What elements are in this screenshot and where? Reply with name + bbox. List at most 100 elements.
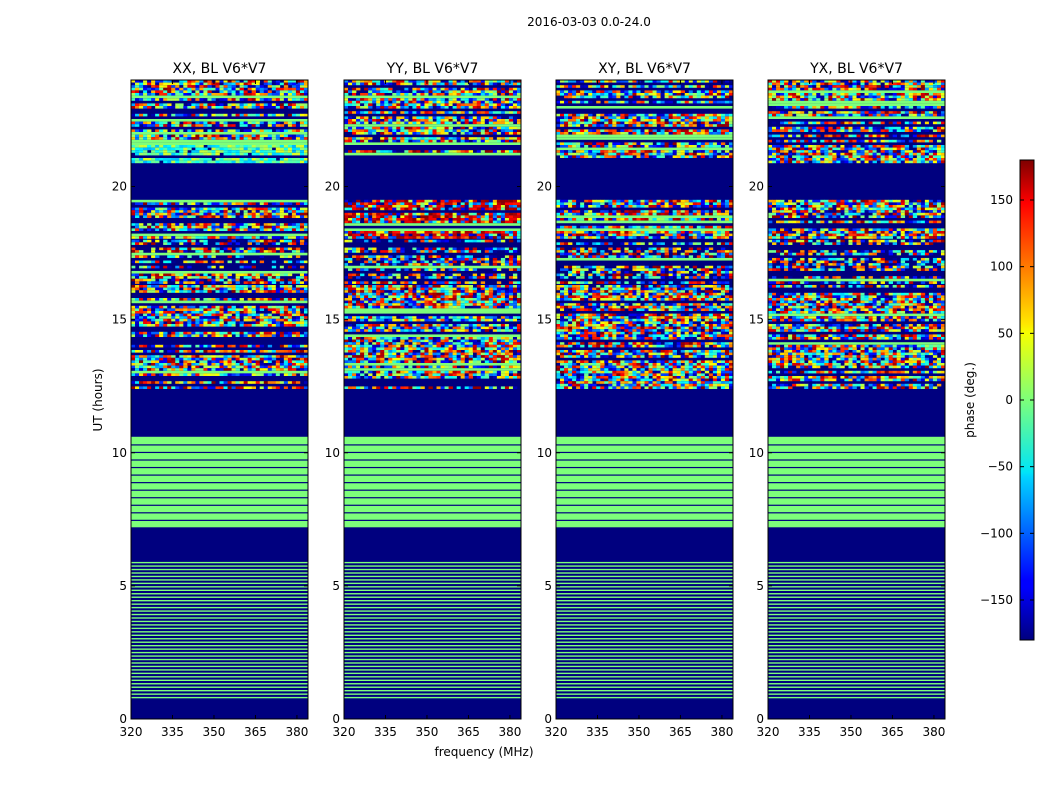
heatmap-cell [492,207,498,211]
heatmap-cell [460,373,465,377]
heatmap-cell [255,287,261,291]
heatmap-cell [452,260,457,264]
heatmap-cell [299,121,305,125]
heatmap-cell [199,250,204,253]
heatmap-cell [492,347,498,351]
heatmap-cell [275,290,281,293]
heatmap-cell [348,295,353,299]
heatmap-cell [368,298,373,301]
heatmap-cell [247,134,252,138]
heatmap-cell [484,326,490,330]
heatmap-cell [476,303,482,306]
heatmap-cell [203,134,208,138]
heatmap-cell [131,150,136,153]
heatmap-cell [440,292,445,296]
heatmap-cell [472,360,478,364]
heatmap-cell [352,347,357,351]
heatmap-cell [243,290,248,293]
heatmap-cell [263,80,269,83]
heatmap-cell [496,337,502,340]
heatmap-cell [400,357,405,361]
heatmap-cell [303,236,308,239]
heatmap-cell [420,285,425,288]
heatmap-cell [275,207,281,211]
heatmap-cell [492,255,498,258]
heatmap-cell [183,316,188,319]
heatmap-cell [191,276,196,279]
heatmap-cell [255,276,261,279]
heatmap-cell [348,276,353,279]
heatmap-cell [456,82,461,86]
heatmap-cell [275,386,281,390]
heatmap-cell [183,287,188,291]
heatmap-cell [283,260,289,264]
heatmap-cell [420,342,425,345]
heatmap-cell [199,129,204,132]
heatmap-cell [147,331,152,335]
heatmap-cell [440,215,445,219]
heatmap-cell [508,80,514,83]
heatmap-cell [295,316,301,319]
heatmap-cell [279,373,285,377]
heatmap-cell [440,199,445,203]
heatmap-cell [299,386,305,390]
heatmap-cell [259,124,265,127]
heatmap-cell [179,90,184,93]
heatmap-cell [255,93,261,96]
heatmap-cell [135,321,140,325]
heatmap-cell [243,324,248,327]
heatmap-cell [263,318,269,322]
heatmap-cell [131,129,136,132]
heatmap-cell [143,281,148,284]
heatmap-cell [187,281,192,284]
heatmap-cell [135,98,140,101]
heatmap-cell [215,276,220,279]
heatmap-cell [291,145,297,148]
heatmap-cell [508,347,514,351]
heatmap-cell [364,298,369,301]
heatmap-cell [227,202,232,206]
heatmap-row [344,641,521,643]
heatmap-cell [416,324,421,327]
heatmap-cell [464,82,469,86]
heatmap-cell [444,260,449,264]
heatmap-cell [195,357,200,361]
heatmap-cell [464,373,469,377]
heatmap-cell [432,82,437,86]
heatmap-cell [271,124,277,127]
heatmap-cell [400,386,405,390]
heatmap-cell [420,276,425,279]
heatmap-cell [404,386,409,390]
heatmap-cell [444,202,449,206]
heatmap-cell [279,305,285,309]
heatmap-cell [352,357,357,361]
heatmap-cell [259,121,265,125]
heatmap-cell [135,386,140,390]
heatmap-cell [384,365,389,369]
heatmap-cell [460,339,465,343]
heatmap-cell [179,106,184,109]
heatmap-cell [488,386,494,390]
heatmap-cell [183,311,188,314]
heatmap-cell [171,82,176,86]
heatmap-cell [143,381,148,384]
heatmap-cell [348,236,353,239]
heatmap-cell [203,247,208,251]
heatmap-cell [384,233,389,237]
heatmap-cell [440,231,445,234]
heatmap-cell [432,350,437,353]
heatmap-cell [364,360,369,364]
heatmap-cell [255,242,261,245]
heatmap-cell [231,355,236,358]
heatmap-cell [255,278,261,282]
heatmap-cell [143,106,148,109]
heatmap-cell [151,134,156,138]
heatmap-cell [440,212,445,216]
heatmap-cell [348,316,353,319]
heatmap-cell [243,260,248,264]
heatmap-cell [223,386,228,390]
heatmap-cell [259,381,265,384]
heatmap-cell [255,158,261,161]
heatmap-cell [283,90,289,93]
heatmap-cell [299,357,305,361]
